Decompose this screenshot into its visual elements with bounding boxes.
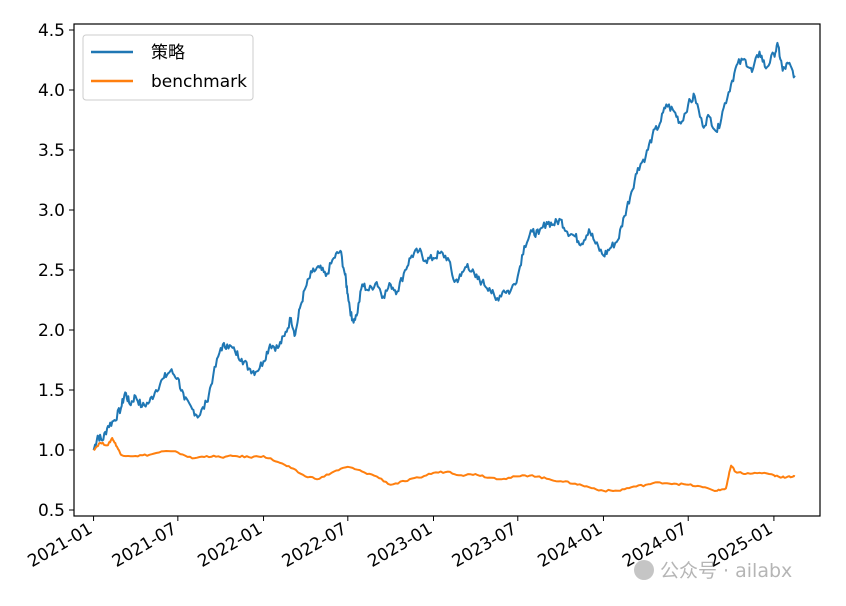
watermark-text: 公众号 · ailabx: [660, 560, 793, 582]
x-tick-label: 2023-01: [364, 519, 436, 572]
legend-label: 策略: [151, 43, 185, 63]
y-tick-label: 3.0: [38, 201, 65, 221]
y-tick-label: 2.0: [38, 321, 65, 341]
x-tick-label: 2023-07: [449, 519, 521, 572]
y-axis: 0.5 1.0 1.5 2.0 2.5 3.0 3.5 4.0 4.5: [38, 21, 74, 521]
legend: 策略 benchmark: [82, 34, 254, 101]
y-tick-label: 2.5: [38, 261, 65, 281]
y-tick-label: 0.5: [38, 501, 65, 521]
x-tick-label: 2024-01: [534, 519, 606, 572]
x-tick-label: 2021-07: [109, 519, 181, 572]
legend-label: benchmark: [151, 72, 247, 92]
x-tick-label: 2021-01: [25, 519, 97, 572]
y-tick-label: 1.0: [38, 441, 65, 461]
wechat-icon: [634, 559, 654, 580]
y-tick-label: 1.5: [38, 381, 65, 401]
series-layer: [92, 41, 796, 493]
y-tick-label: 4.0: [38, 81, 65, 101]
y-tick-label: 3.5: [38, 141, 65, 161]
x-tick-label: 2022-07: [279, 519, 351, 572]
y-tick-label: 4.5: [38, 21, 65, 41]
series-line-benchmark: [93, 437, 796, 493]
x-tick-label: 2022-01: [195, 519, 267, 572]
series-line-strategy: [92, 41, 796, 451]
watermark: 公众号 · ailabx: [634, 556, 792, 583]
